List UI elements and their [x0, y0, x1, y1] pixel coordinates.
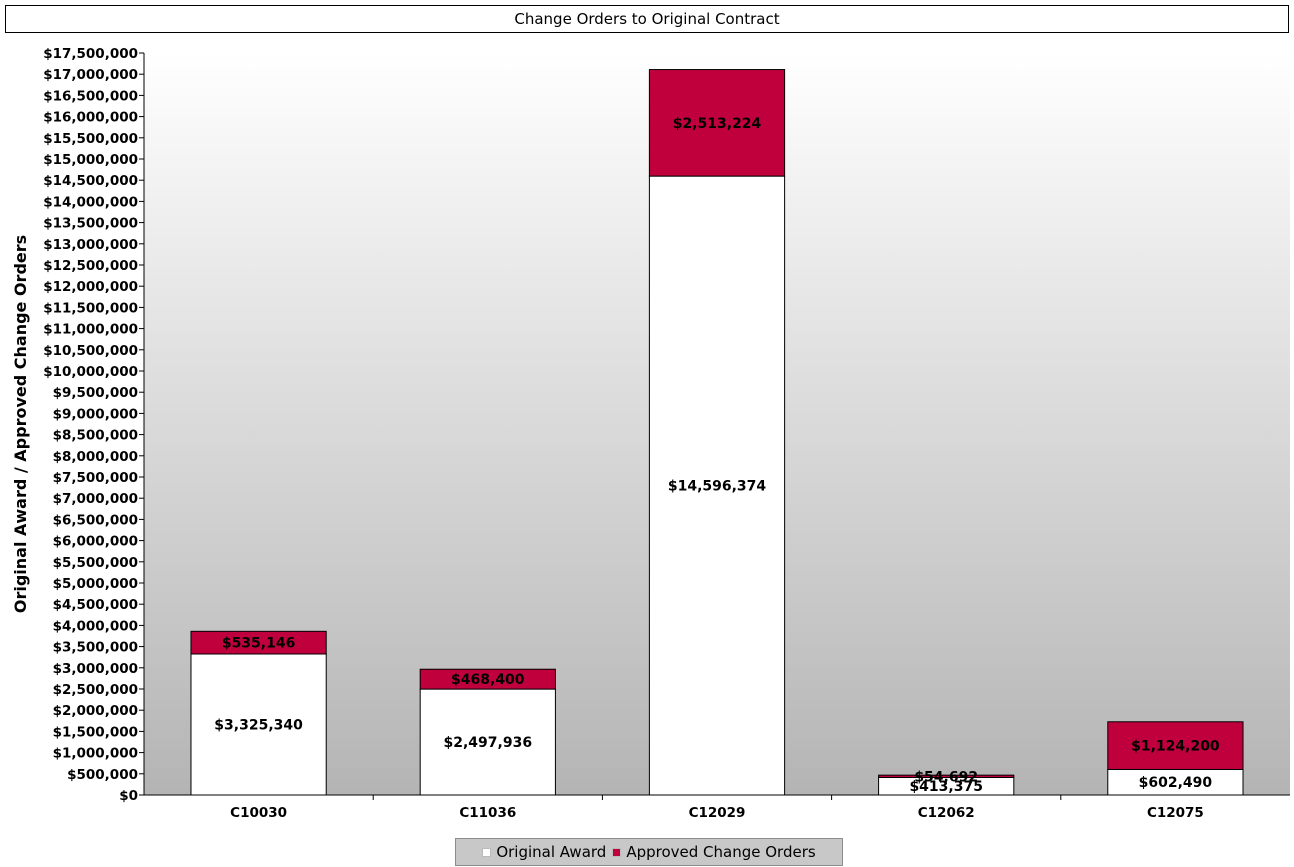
y-tick-label: $17,500,000	[43, 46, 138, 62]
data-label-approved-change-orders: $535,146	[222, 636, 296, 652]
data-label-original-award: $413,375	[909, 779, 983, 795]
bar-original-award	[1107, 768, 1244, 796]
legend-item-original-award: Original Award	[482, 843, 606, 861]
y-tick-label: $5,000,000	[53, 576, 138, 592]
x-tick-label: C12029	[689, 805, 746, 821]
bar-approved-change-orders	[1107, 721, 1244, 770]
data-label-approved-change-orders: $2,513,224	[673, 116, 762, 132]
y-tick-label: $15,000,000	[43, 152, 138, 168]
y-tick-label: $4,000,000	[53, 618, 138, 634]
legend-item-approved-change-orders: Approved Change Orders	[612, 843, 816, 861]
y-tick-label: $14,000,000	[43, 194, 138, 210]
data-label-approved-change-orders: $54,692	[914, 769, 978, 785]
legend-label-original-award: Original Award	[496, 843, 607, 861]
x-tick-label: C11036	[459, 805, 516, 821]
y-tick-label: $6,000,000	[53, 534, 138, 550]
y-tick-label: $8,000,000	[53, 449, 138, 465]
bar-original-award	[190, 653, 327, 796]
y-tick-label: $7,500,000	[53, 470, 138, 486]
y-tick-label: $15,500,000	[43, 131, 138, 147]
y-tick-label: $12,500,000	[43, 258, 138, 274]
bar-approved-change-orders	[648, 69, 786, 177]
y-tick-label: $3,500,000	[53, 640, 138, 656]
x-tick-label: C12062	[918, 805, 975, 821]
y-tick-label: $11,000,000	[43, 322, 138, 338]
bar-approved-change-orders	[878, 774, 1015, 778]
y-tick-label: $9,500,000	[53, 385, 138, 401]
bar-approved-change-orders	[419, 668, 556, 690]
y-tick-label: $4,500,000	[53, 597, 138, 613]
legend: Original Award Approved Change Orders	[455, 838, 843, 866]
data-label-approved-change-orders: $468,400	[451, 672, 525, 688]
y-tick-label: $1,000,000	[53, 746, 138, 762]
legend-swatch-approved-change-orders	[612, 847, 622, 857]
y-tick-label: $16,000,000	[43, 110, 138, 126]
x-tick-label: C10030	[230, 805, 287, 821]
y-axis-title: Original Award / Approved Change Orders	[11, 235, 30, 613]
y-tick-label: $13,500,000	[43, 216, 138, 232]
y-tick-label: $3,000,000	[53, 661, 138, 677]
y-tick-label: $10,000,000	[43, 364, 138, 380]
y-tick-label: $13,000,000	[43, 237, 138, 253]
y-tick-label: $2,000,000	[53, 703, 138, 719]
chart-title: Change Orders to Original Contract	[5, 5, 1289, 33]
y-tick-label: $10,500,000	[43, 343, 138, 359]
y-tick-label: $0	[119, 788, 138, 804]
legend-label-approved-change-orders: Approved Change Orders	[626, 843, 816, 861]
y-tick-label: $9,000,000	[53, 406, 138, 422]
data-label-original-award: $14,596,374	[668, 479, 767, 495]
data-label-original-award: $3,325,340	[214, 718, 303, 734]
data-label-approved-change-orders: $1,124,200	[1131, 739, 1220, 755]
y-tick-label: $8,500,000	[53, 428, 138, 444]
y-tick-label: $14,500,000	[43, 173, 138, 189]
y-tick-label: $7,000,000	[53, 491, 138, 507]
bar-approved-change-orders	[190, 630, 327, 655]
y-tick-label: $500,000	[67, 767, 138, 783]
y-tick-label: $2,500,000	[53, 682, 138, 698]
legend-swatch-original-award	[482, 847, 492, 857]
data-label-original-award: $2,497,936	[444, 735, 533, 751]
y-tick-label: $5,500,000	[53, 555, 138, 571]
data-label-original-award: $602,490	[1139, 775, 1213, 791]
chart-title-text: Change Orders to Original Contract	[514, 10, 780, 28]
x-tick-label: C12075	[1147, 805, 1204, 821]
y-tick-label: $12,000,000	[43, 279, 138, 295]
bar-original-award	[419, 688, 556, 796]
y-tick-label: $17,000,000	[43, 67, 138, 83]
y-tick-label: $16,500,000	[43, 88, 138, 104]
y-tick-label: $11,500,000	[43, 300, 138, 316]
y-tick-label: $6,500,000	[53, 512, 138, 528]
y-tick-label: $1,500,000	[53, 724, 138, 740]
